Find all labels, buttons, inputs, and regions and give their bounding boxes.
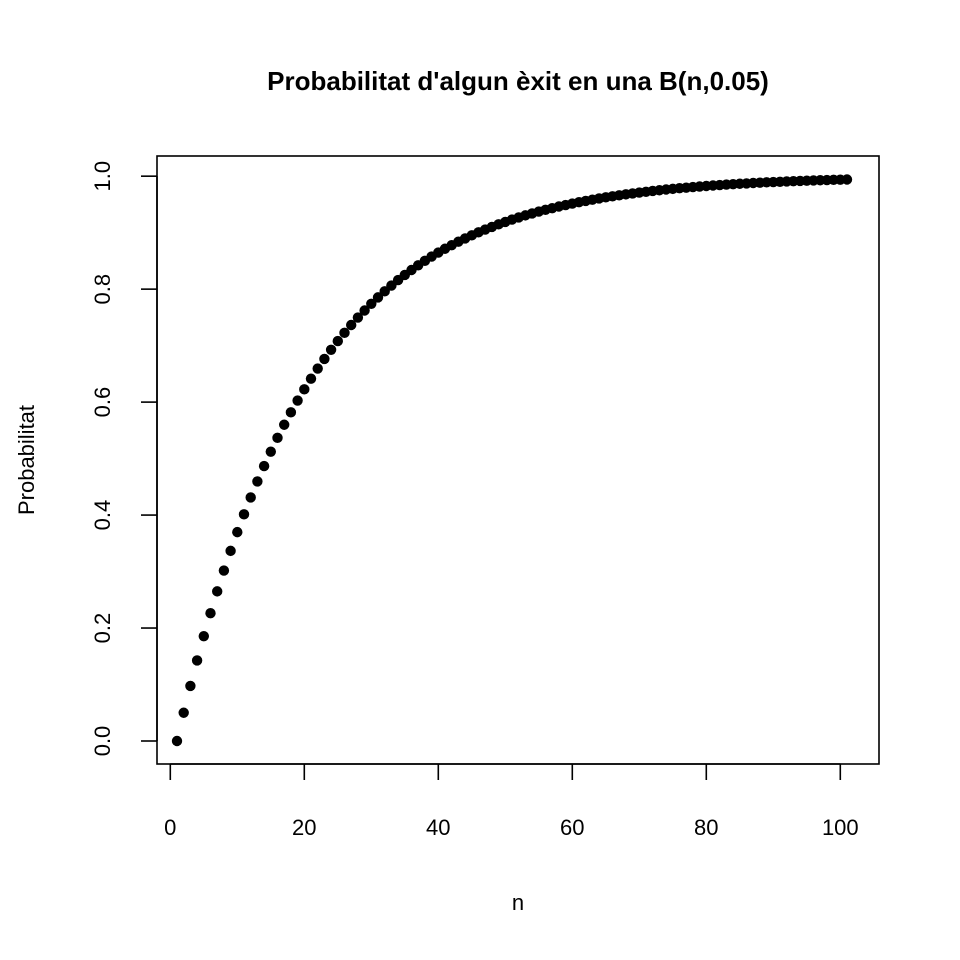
y-tick-label: 0.0 bbox=[90, 726, 115, 757]
data-point bbox=[305, 373, 317, 384]
y-tick-label: 0.2 bbox=[90, 613, 115, 644]
data-point bbox=[272, 432, 283, 444]
data-point bbox=[285, 407, 297, 418]
y-axis-label: Probabilitat bbox=[14, 405, 39, 515]
data-point bbox=[319, 353, 330, 365]
data-point bbox=[218, 565, 230, 576]
data-point bbox=[252, 476, 263, 487]
data-point bbox=[191, 655, 203, 666]
x-tick-label: 80 bbox=[694, 815, 718, 840]
data-point bbox=[346, 319, 357, 331]
data-point bbox=[238, 509, 250, 520]
data-point bbox=[352, 312, 364, 323]
x-tick-label: 40 bbox=[426, 815, 450, 840]
data-point bbox=[841, 174, 853, 185]
data-point bbox=[279, 419, 290, 430]
chart-title: Probabilitat d'algun èxit en una B(n,0.0… bbox=[267, 66, 769, 96]
data-point bbox=[258, 460, 270, 472]
data-point bbox=[265, 446, 276, 457]
x-tick-label: 60 bbox=[560, 815, 584, 840]
data-point bbox=[372, 292, 384, 303]
data-point bbox=[312, 363, 323, 374]
data-point bbox=[185, 680, 196, 692]
data-point bbox=[299, 384, 310, 395]
data-point bbox=[232, 526, 243, 538]
y-tick-label: 0.8 bbox=[90, 274, 115, 305]
x-tick-label: 0 bbox=[164, 815, 176, 840]
data-point bbox=[325, 344, 337, 356]
data-point bbox=[339, 327, 350, 339]
data-point bbox=[225, 545, 236, 557]
data-point bbox=[366, 298, 377, 309]
data-point bbox=[205, 608, 216, 619]
data-point bbox=[212, 586, 223, 597]
data-point bbox=[178, 707, 189, 718]
data-point bbox=[292, 395, 303, 406]
x-tick-label: 20 bbox=[292, 815, 316, 840]
y-tick-label: 1.0 bbox=[90, 161, 115, 192]
data-points bbox=[171, 174, 853, 747]
x-axis: 0 20 40 60 80 100 bbox=[164, 763, 859, 840]
x-axis-label: n bbox=[512, 890, 524, 915]
data-point bbox=[359, 305, 370, 316]
data-point bbox=[245, 492, 256, 503]
y-axis: 0.0 0.2 0.4 0.6 0.8 1.0 bbox=[90, 161, 158, 757]
data-point bbox=[332, 335, 343, 347]
data-point bbox=[171, 735, 183, 747]
data-point bbox=[198, 631, 209, 642]
y-tick-label: 0.6 bbox=[90, 387, 115, 418]
y-tick-label: 0.4 bbox=[90, 500, 115, 531]
x-tick-label: 100 bbox=[822, 815, 859, 840]
